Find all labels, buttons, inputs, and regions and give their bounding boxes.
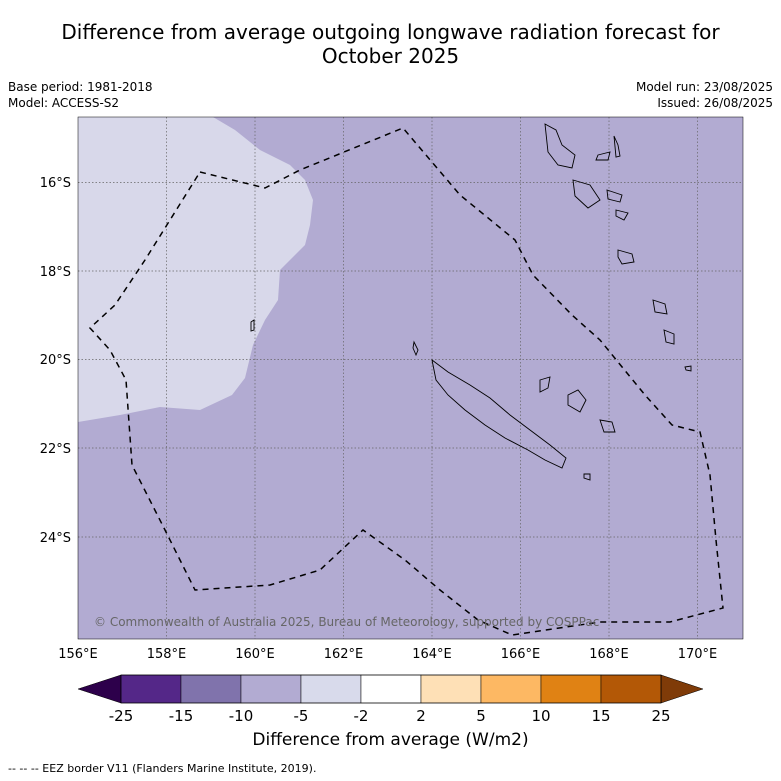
lon-tick: 164°E <box>412 647 452 662</box>
island-vanuatu-4 <box>572 179 601 209</box>
colorbar-tick-label: -2 <box>354 707 369 725</box>
colorbar-label: Difference from average (W/m2) <box>252 730 529 750</box>
colorbar-frame <box>120 674 662 704</box>
island-vanuatu-5 <box>606 189 623 203</box>
colorbar-under-arrow <box>77 674 122 704</box>
eez-border <box>88 127 724 636</box>
lat-tick: 22°S <box>40 442 71 457</box>
island-vanuatu-1 <box>544 123 576 169</box>
grid-lines <box>78 117 743 639</box>
colorbar-tick-label: 2 <box>416 707 426 725</box>
island-new-caledonia <box>431 358 567 469</box>
lon-tick: 168°E <box>589 647 629 662</box>
chart-title: Difference from average outgoing longwav… <box>0 20 781 68</box>
meta-right: Model run: 23/08/2025 Issued: 26/08/2025 <box>636 79 773 111</box>
colorbar-over-arrow <box>660 674 704 704</box>
colorbar-tick-label: 10 <box>531 707 550 725</box>
colorbar-segment <box>420 674 482 704</box>
colorbar-segment <box>180 674 242 704</box>
meta-left: Base period: 1981-2018 Model: ACCESS-S2 <box>8 79 153 111</box>
colorbar-segment <box>120 674 182 704</box>
lon-tick: 156°E <box>58 647 98 662</box>
colorbar-tick-label: -5 <box>294 707 309 725</box>
lat-tick-labels: 16°S 18°S 20°S 22°S 24°S <box>40 176 71 546</box>
lon-tick: 162°E <box>324 647 364 662</box>
colorbar-tick-label: -10 <box>229 707 254 725</box>
island-isle-of-pines <box>583 473 591 481</box>
lat-tick: 24°S <box>40 531 71 546</box>
island-vanuatu-7 <box>617 249 635 265</box>
island-loyalty-2 <box>567 389 587 413</box>
colorbar-segment <box>480 674 542 704</box>
colorbar-tick-label: 15 <box>591 707 610 725</box>
lat-tick: 18°S <box>40 265 71 280</box>
colorbar-tick-label: -15 <box>169 707 194 725</box>
colorbar-segment <box>600 674 662 704</box>
lon-tick: 158°E <box>147 647 187 662</box>
base-period: Base period: 1981-2018 <box>8 80 153 94</box>
title-line-2: October 2025 <box>321 44 460 68</box>
model-run: Model run: 23/08/2025 <box>635 80 773 94</box>
colorbar-tick-label: 25 <box>651 707 670 725</box>
lat-tick: 20°S <box>40 353 71 368</box>
coastlines <box>250 123 692 481</box>
issued-date: Issued: 26/08/2025 <box>657 96 773 110</box>
colorbar-tick-label: -25 <box>109 707 134 725</box>
island-vanuatu-3 <box>613 135 621 158</box>
island-vanuatu-6 <box>615 209 629 221</box>
colorbar-segment <box>300 674 362 704</box>
island-vanuatu-2 <box>595 151 611 161</box>
eez-footnote: -- -- -- EEZ border V11 (Flanders Marine… <box>8 762 317 775</box>
reef-west <box>250 319 255 332</box>
colorbar-tick-label: 5 <box>476 707 486 725</box>
lon-tick: 166°E <box>501 647 541 662</box>
island-belep <box>412 340 419 357</box>
copyright-text: © Commonwealth of Australia 2025, Bureau… <box>94 615 599 629</box>
colorbar: -25 -15 -10 -5 -2 2 5 10 15 25 <box>77 674 704 725</box>
lat-tick: 16°S <box>40 176 71 191</box>
island-loyalty-3 <box>599 419 616 433</box>
title-line-1: Difference from average outgoing longwav… <box>61 20 720 44</box>
island-loyalty-1 <box>539 376 551 393</box>
lon-tick-labels: 156°E 158°E 160°E 162°E 164°E 166°E 168°… <box>58 647 717 662</box>
colorbar-segment <box>360 674 422 704</box>
lon-tick: 170°E <box>678 647 718 662</box>
colorbar-segment <box>240 674 302 704</box>
colorbar-segment <box>540 674 602 704</box>
island-east-2 <box>684 365 692 372</box>
anomaly-region <box>78 117 313 422</box>
island-chesterfield <box>652 299 668 315</box>
map-frame <box>77 116 744 640</box>
lon-tick: 160°E <box>235 647 275 662</box>
model-name: Model: ACCESS-S2 <box>8 96 120 110</box>
island-east-1 <box>663 329 675 345</box>
